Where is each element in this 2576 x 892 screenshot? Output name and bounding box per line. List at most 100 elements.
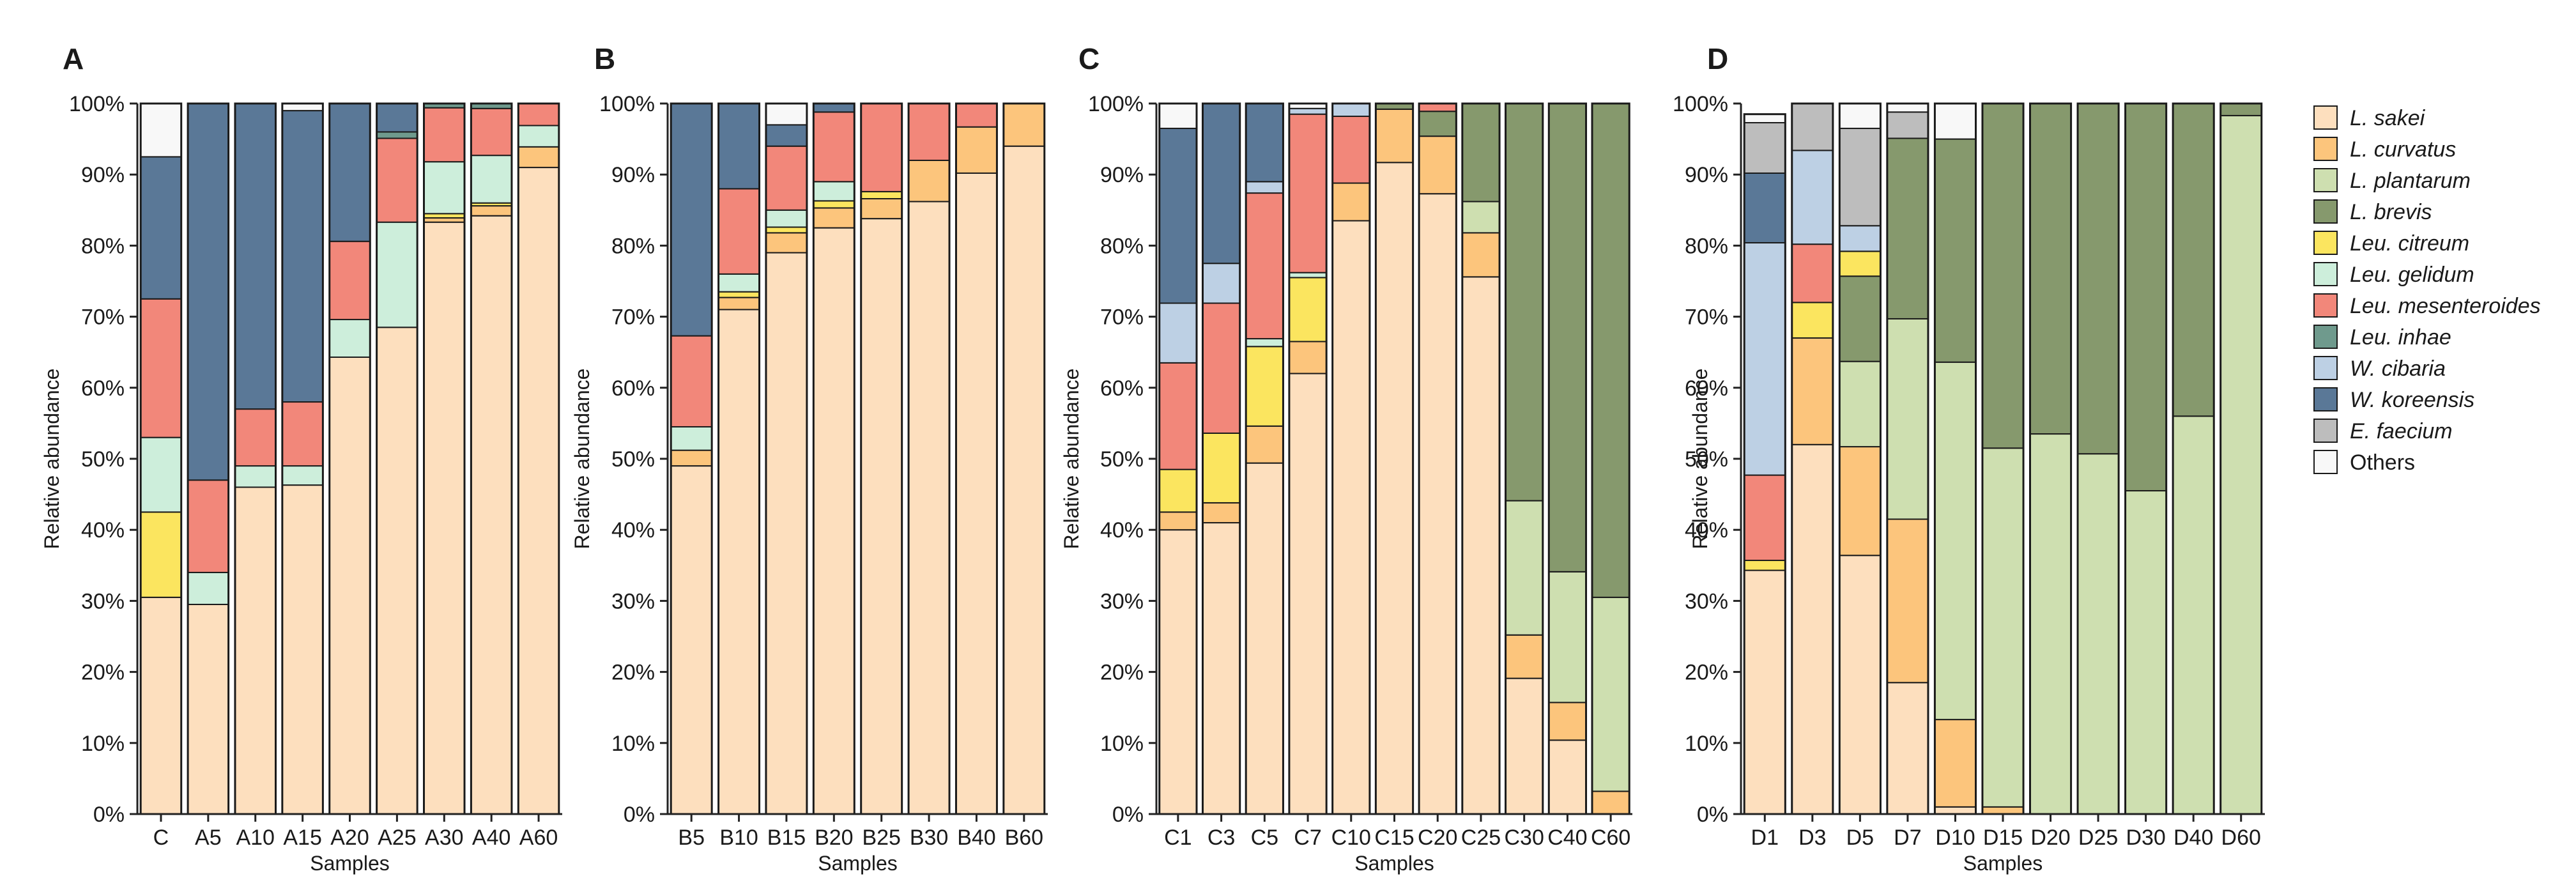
- bar-segment: [518, 125, 560, 148]
- bar-D3: [1791, 102, 1834, 815]
- y-tick-label: 90%: [81, 163, 125, 187]
- bar-segment: [1744, 560, 1786, 571]
- legend-swatch: [2313, 325, 2338, 349]
- legend-item: Leu. gelidum: [2313, 262, 2474, 287]
- x-tick-label: C40: [1547, 826, 1587, 850]
- bar-segment: [908, 159, 951, 203]
- bar-segment: [187, 603, 229, 815]
- panel-D: D Relative abundance 0% 10% 20% 30% 40% 50% 60% 7…: [1673, 42, 2265, 875]
- y-tick-label: 30%: [1100, 589, 1144, 613]
- bar-segment: [140, 436, 182, 513]
- bar-B5: [670, 102, 713, 815]
- y-tick-label: 80%: [611, 234, 655, 258]
- y-tick-label: 50%: [1100, 447, 1144, 472]
- x-tick-label: B25: [862, 826, 901, 850]
- x-tick-label: D60: [2221, 826, 2261, 850]
- bar-segment: [376, 327, 418, 815]
- bar-segment: [717, 273, 760, 293]
- bar-segment: [470, 205, 512, 217]
- x-tick-label: D3: [1798, 826, 1826, 850]
- bar-segment: [1839, 275, 1882, 362]
- legend-swatch: [2313, 356, 2338, 380]
- bar-A15: [281, 102, 324, 815]
- legend-label: E. faecium: [2350, 419, 2453, 443]
- y-tick-label: 90%: [1100, 163, 1144, 187]
- bar-segment: [470, 155, 512, 204]
- bar-segment: [1934, 361, 1977, 721]
- legend-swatch: [2313, 231, 2338, 255]
- y-tick-label: 70%: [81, 305, 125, 330]
- y-tick-label: 40%: [81, 518, 125, 542]
- x-axis-title: Samples: [1963, 852, 2043, 875]
- bar-segment: [2124, 490, 2167, 815]
- y-tick-label: 0%: [624, 803, 655, 827]
- bar-segment: [1791, 337, 1834, 445]
- bar-segment: [1839, 250, 1882, 277]
- bar-segment: [1548, 103, 1587, 573]
- y-tick-label: 60%: [1685, 376, 1728, 401]
- bar-segment: [1591, 103, 1630, 598]
- bar-segment: [1839, 555, 1882, 815]
- legend-item: Leu. inhae: [2313, 325, 2451, 350]
- bar-segment: [1934, 138, 1977, 363]
- bar-D5: [1838, 102, 1882, 815]
- y-tick-label: 10%: [611, 732, 655, 756]
- bar-segment: [717, 309, 760, 815]
- bar-segment: [1202, 302, 1241, 434]
- x-tick-label: C15: [1374, 826, 1414, 850]
- bar-C: [139, 102, 183, 815]
- y-tick-label: 50%: [81, 447, 125, 472]
- y-tick-label: 0%: [1112, 803, 1144, 827]
- legend-swatch: [2313, 105, 2338, 130]
- legend-swatch: [2313, 419, 2338, 443]
- legend-swatch: [2313, 199, 2338, 224]
- bar-segment: [2077, 103, 2120, 455]
- bar-segment: [1288, 341, 1328, 374]
- legend-label: Leu. inhae: [2350, 325, 2451, 350]
- legend-item: Others: [2313, 450, 2415, 475]
- bar-segment: [1158, 362, 1197, 470]
- y-tick-label: 100%: [1088, 92, 1144, 116]
- bar-segment: [281, 401, 324, 467]
- panel-C: C Relative abundance 0% 10% 20% 30% 40% 50% 60% 7…: [1060, 42, 1632, 875]
- bar-segment: [281, 110, 324, 403]
- bar-segment: [1886, 682, 1929, 815]
- bar-C20: [1418, 102, 1457, 815]
- legend-swatch: [2313, 450, 2338, 474]
- bar-segment: [234, 408, 277, 467]
- bar-segment: [1202, 522, 1241, 815]
- bar-segment: [1791, 243, 1834, 304]
- bar-segment: [1981, 806, 2025, 815]
- y-tick-label: 30%: [1685, 589, 1728, 613]
- bar-B25: [860, 102, 903, 815]
- legend-item: W. cibaria: [2313, 356, 2446, 381]
- bar-segment: [1791, 103, 1834, 151]
- y-axis-title: Relative abundance: [40, 369, 63, 550]
- bar-B60: [1002, 102, 1046, 815]
- bar-segment: [1158, 127, 1197, 304]
- bar-segment: [1288, 277, 1328, 342]
- y-tick-label: 10%: [81, 732, 125, 756]
- y-tick-label: 20%: [81, 661, 125, 685]
- bar-segment: [1934, 103, 1977, 140]
- legend-label: Others: [2350, 450, 2415, 475]
- bar-segment: [2029, 433, 2072, 815]
- bar-segment: [1548, 739, 1587, 815]
- bar-segment: [1839, 225, 1882, 252]
- y-tick-label: 0%: [1697, 803, 1728, 827]
- bar-A60: [517, 102, 560, 815]
- bar-segment: [1505, 634, 1544, 679]
- bar-B30: [907, 102, 951, 815]
- bar-segment: [1744, 113, 1786, 124]
- bar-segment: [813, 111, 855, 183]
- panel-letter: C: [1078, 42, 1100, 75]
- bar-segment: [470, 107, 512, 157]
- bar-segment: [1886, 518, 1929, 684]
- bar-segment: [1002, 145, 1045, 815]
- bar-segment: [187, 479, 229, 573]
- bar-segment: [1744, 569, 1786, 815]
- y-tick-label: 40%: [1100, 518, 1144, 542]
- bar-segment: [1744, 172, 1786, 243]
- bar-segment: [955, 172, 998, 815]
- bar-segment: [1331, 103, 1370, 118]
